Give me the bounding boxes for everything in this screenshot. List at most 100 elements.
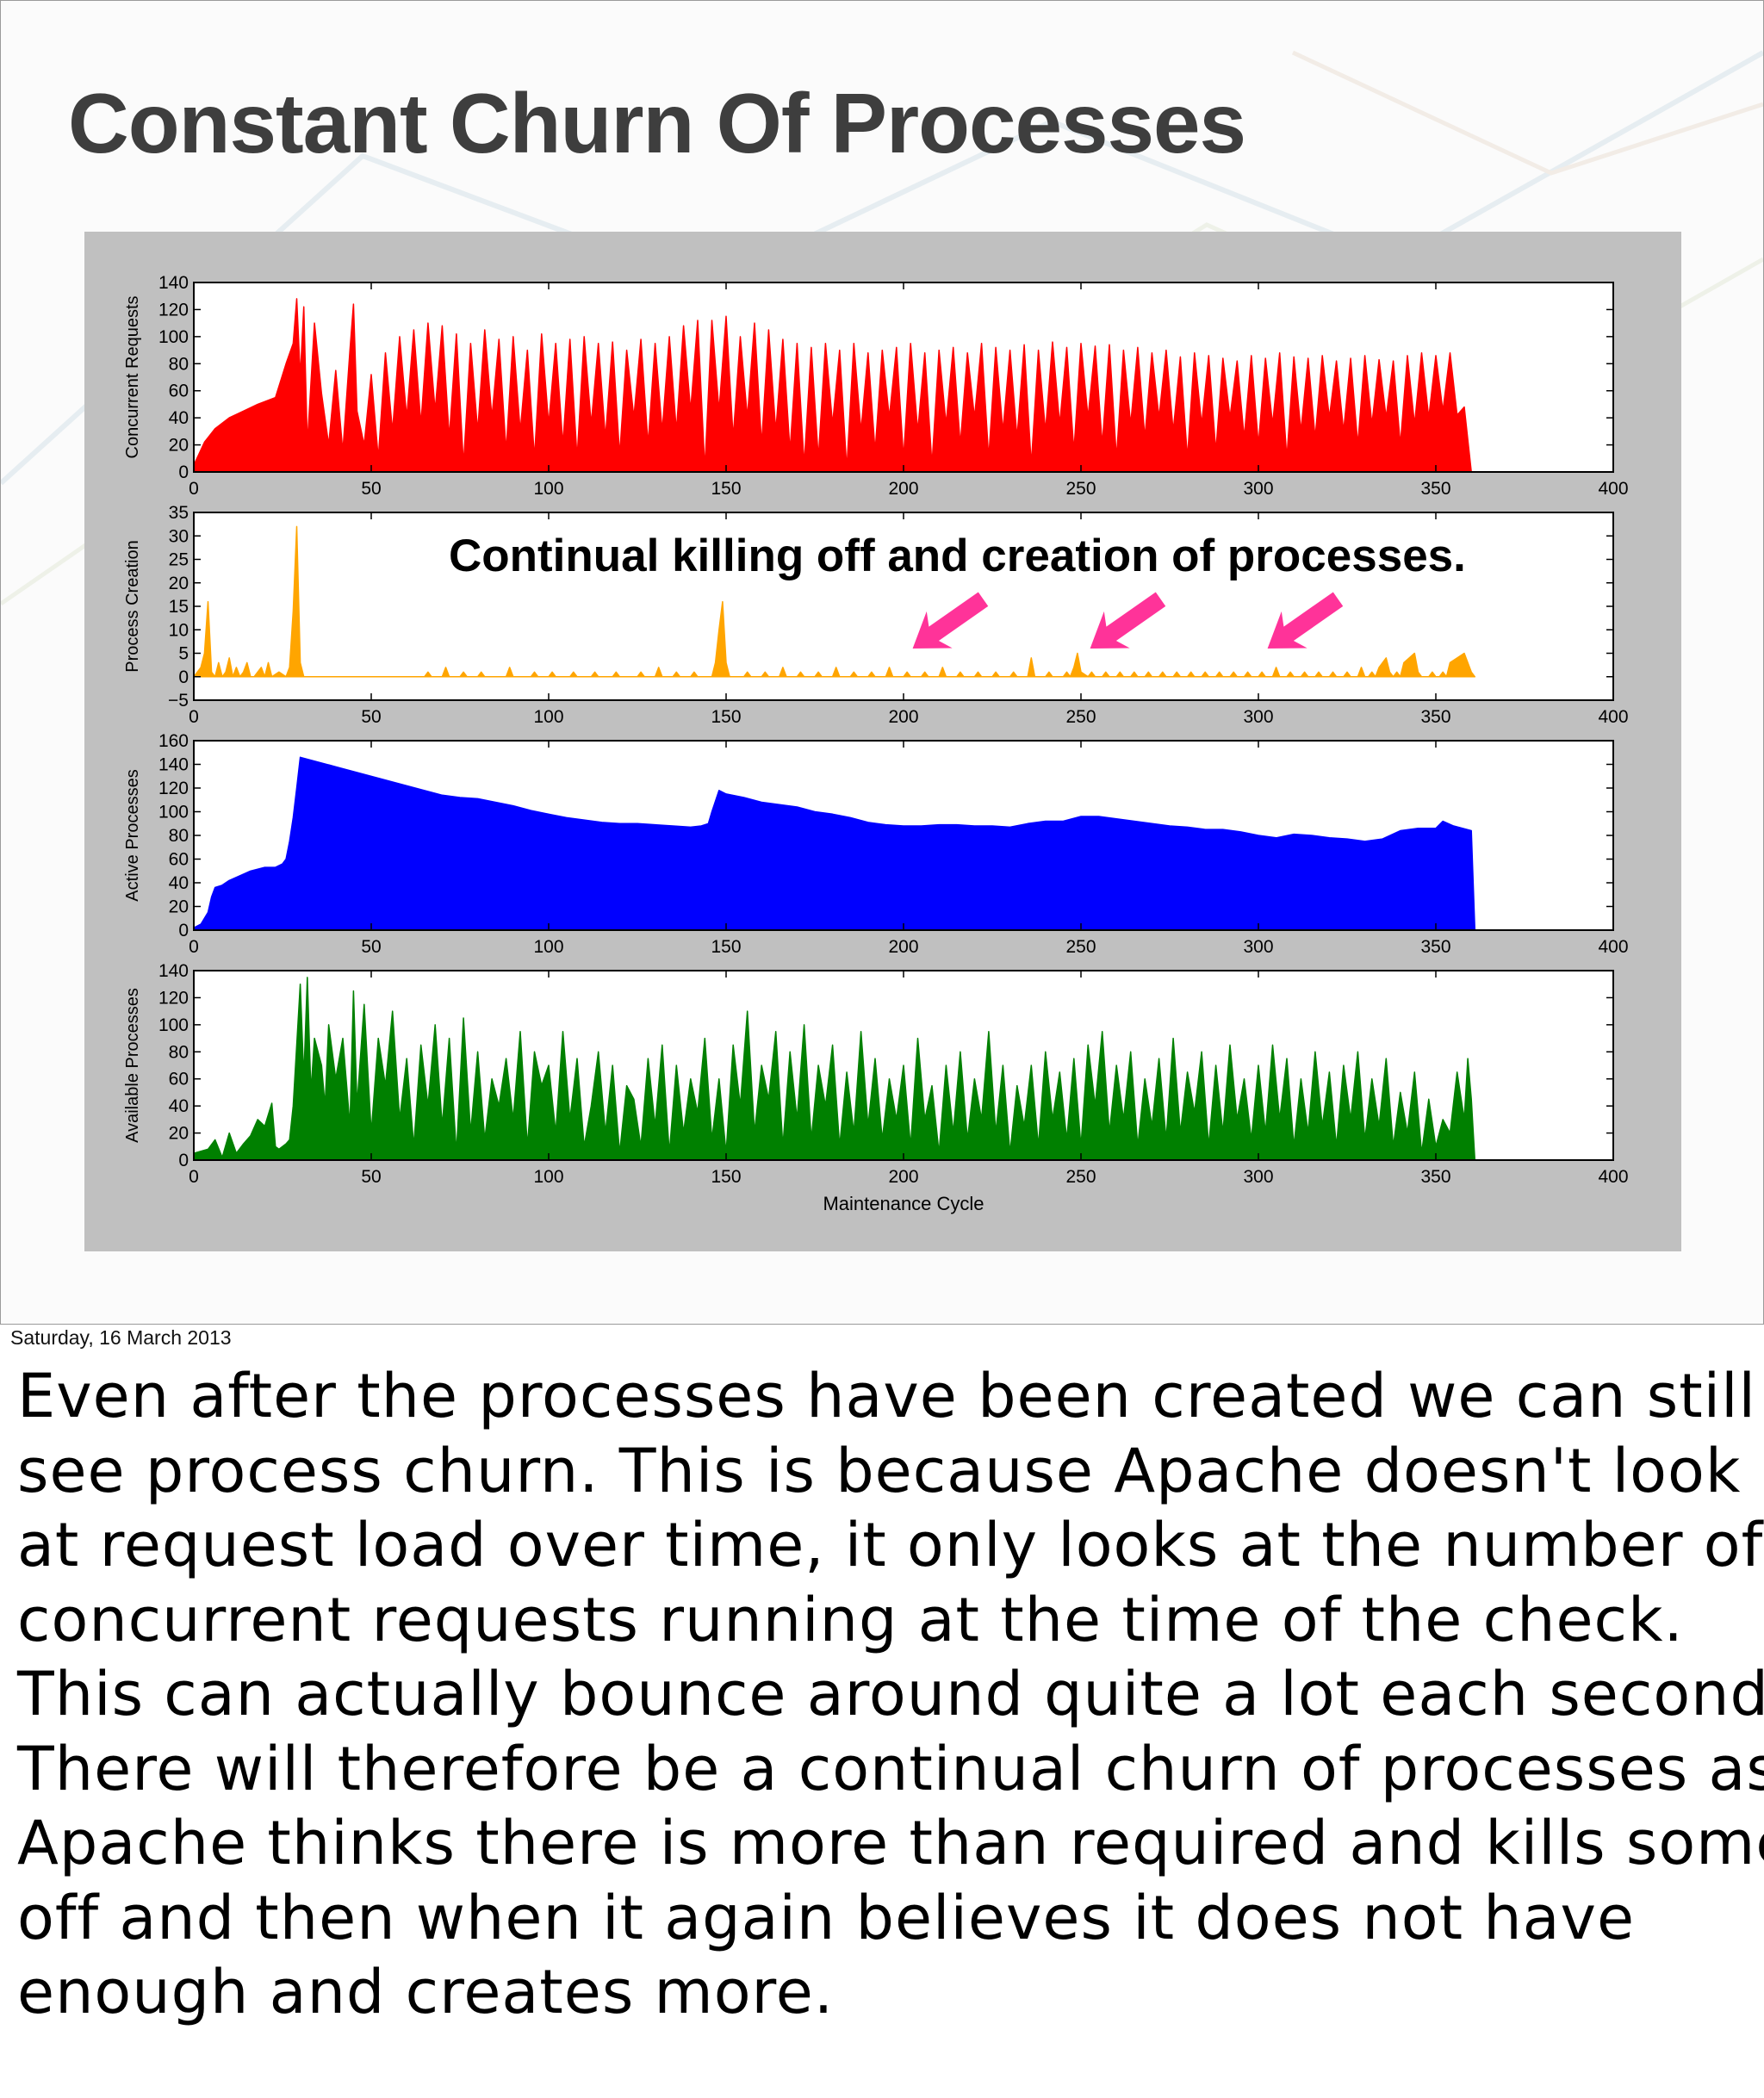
slide: Constant Churn Of Processes 0 20 40 60 80 100… <box>0 0 1764 1325</box>
subplot-concurrent-requests: 0 20 40 60 80 100 120 140 0 50 100 150 200 250 300 350 4… <box>123 273 1629 499</box>
x-tick-label: 250 <box>1065 707 1096 727</box>
notes-line: see process churn. This is because Apach… <box>17 1435 1742 1506</box>
y-tick-label: 100 <box>158 327 189 347</box>
series-area-available-processes <box>193 977 1476 1161</box>
y-tick-label: 120 <box>158 779 189 798</box>
y-tick-label: 60 <box>169 1070 189 1089</box>
y-tick-label: 100 <box>158 803 189 822</box>
x-tick-label: 350 <box>1420 707 1450 727</box>
y-tick-label: 0 <box>178 462 189 482</box>
y-tick-label: 20 <box>169 1124 189 1144</box>
arrow-shape <box>912 592 989 649</box>
y-tick-label: 140 <box>158 755 189 775</box>
plot-area <box>194 512 1613 700</box>
notes-line: off and then when it again believes it d… <box>17 1882 1636 1953</box>
notes-line: enough and creates more. <box>17 1957 835 2027</box>
notes-line: at request load over time, it only looks… <box>17 1510 1764 1580</box>
y-tick-label: −5 <box>168 691 189 711</box>
y-tick-label: 80 <box>169 354 189 374</box>
x-tick-label: 300 <box>1243 479 1273 499</box>
y-tick-label: 10 <box>169 620 189 640</box>
y-tick-label: 40 <box>169 873 189 893</box>
y-axis-label: Active Processes <box>123 769 142 901</box>
annotation-arrow <box>912 592 989 649</box>
x-tick-label: 200 <box>888 937 918 957</box>
x-tick-label: 350 <box>1420 937 1450 957</box>
slide-title: Constant Churn Of Processes <box>68 76 1246 171</box>
x-tick-label: 0 <box>189 1167 199 1187</box>
series-area-concurrent-requests <box>193 298 1472 473</box>
subplot-available-processes: 0 20 40 60 80 100 120 140 0 50 100 150 200 250 300 350 4… <box>123 961 1629 1187</box>
annotation-arrow <box>1090 592 1166 649</box>
x-tick-label: 50 <box>361 707 381 727</box>
x-tick-label: 150 <box>711 479 741 499</box>
y-tick-label: 100 <box>158 1015 189 1035</box>
x-tick-label: 100 <box>533 1167 563 1187</box>
annotation-arrow <box>1267 592 1344 649</box>
chart-panel: 0 20 40 60 80 100 120 140 0 50 100 150 200 250 300 350 4… <box>84 232 1681 1251</box>
x-tick-label: 100 <box>533 707 563 727</box>
x-tick-label: 300 <box>1243 707 1273 727</box>
x-tick-label: 400 <box>1598 937 1628 957</box>
x-tick-label: 0 <box>189 937 199 957</box>
y-tick-label: 60 <box>169 382 189 401</box>
x-tick-label: 400 <box>1598 707 1628 727</box>
chart-annotation: Continual killing off and creation of pr… <box>449 531 1466 581</box>
x-tick-label: 0 <box>189 479 199 499</box>
y-axis-label: Available Processes <box>123 988 142 1143</box>
y-tick-label: 30 <box>169 526 189 546</box>
y-tick-label: 15 <box>169 597 189 617</box>
x-tick-label: 100 <box>533 937 563 957</box>
notes-line: concurrent requests running at the time … <box>17 1584 1684 1655</box>
y-tick-label: 0 <box>178 1151 189 1170</box>
x-tick-label: 200 <box>888 707 918 727</box>
y-tick-label: 40 <box>169 408 189 428</box>
y-tick-label: 0 <box>178 921 189 940</box>
x-tick-label: 100 <box>533 479 563 499</box>
notes-line: Apache thinks there is more than require… <box>17 1808 1764 1878</box>
y-tick-label: 120 <box>158 988 189 1008</box>
presenter-notes: Even after the processes have been creat… <box>17 1359 1764 2030</box>
y-tick-label: 80 <box>169 826 189 846</box>
y-tick-label: 0 <box>178 667 189 687</box>
y-tick-label: 120 <box>158 300 189 320</box>
y-tick-label: 20 <box>169 574 189 593</box>
x-tick-label: 400 <box>1598 1167 1628 1187</box>
x-tick-label: 150 <box>711 1167 741 1187</box>
x-tick-label: 0 <box>189 707 199 727</box>
series-area-process-creation <box>193 525 1476 678</box>
notes-line: Even after the processes have been creat… <box>17 1361 1756 1431</box>
x-tick-label: 50 <box>361 1167 381 1187</box>
x-tick-label: 50 <box>361 479 381 499</box>
x-tick-label: 200 <box>888 1167 918 1187</box>
y-axis-label: Process Creation <box>123 540 142 672</box>
x-tick-label: 350 <box>1420 479 1450 499</box>
y-tick-label: 5 <box>178 644 189 664</box>
y-tick-label: 40 <box>169 1096 189 1116</box>
x-tick-label: 300 <box>1243 937 1273 957</box>
y-tick-label: 35 <box>169 503 189 523</box>
x-tick-label: 250 <box>1065 937 1096 957</box>
arrow-shape <box>1090 592 1166 649</box>
y-tick-label: 140 <box>158 273 189 293</box>
y-axis-label: Concurrent Requests <box>123 296 142 459</box>
x-tick-label: 200 <box>888 479 918 499</box>
series-area-active-processes <box>193 756 1476 931</box>
x-tick-label: 150 <box>711 937 741 957</box>
x-tick-label: 250 <box>1065 479 1096 499</box>
y-tick-label: 140 <box>158 961 189 981</box>
x-tick-label: 150 <box>711 707 741 727</box>
x-tick-label: 350 <box>1420 1167 1450 1187</box>
y-tick-label: 20 <box>169 436 189 456</box>
y-tick-label: 25 <box>169 550 189 570</box>
arrow-shape <box>1267 592 1344 649</box>
y-tick-label: 80 <box>169 1042 189 1062</box>
x-tick-label: 250 <box>1065 1167 1096 1187</box>
y-tick-label: 160 <box>158 731 189 751</box>
x-tick-label: 50 <box>361 937 381 957</box>
x-tick-label: 400 <box>1598 479 1628 499</box>
y-tick-label: 60 <box>169 850 189 870</box>
